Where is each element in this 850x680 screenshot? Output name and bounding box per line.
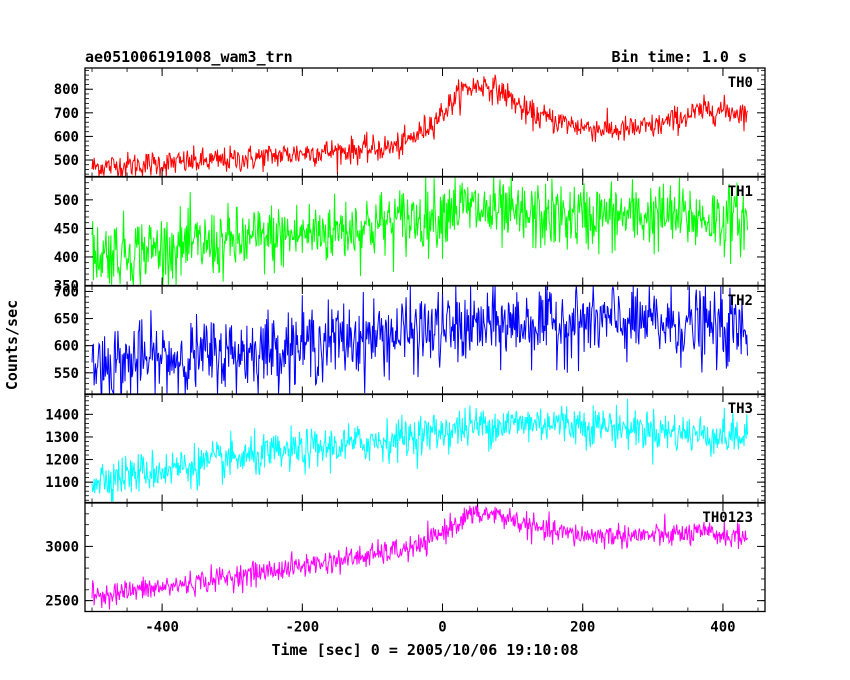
x-axis-title: Time [sec] 0 = 2005/10/06 19:10:08 — [271, 641, 578, 659]
y-tick-label-th2: 650 — [54, 312, 79, 328]
panel-label-th0123: TH0123 — [702, 510, 753, 526]
panel-label-th1: TH1 — [728, 184, 753, 200]
y-tick-label-th3: 1200 — [45, 453, 79, 469]
x-tick-label: 0 — [438, 620, 446, 636]
y-tick-label-th0123: 2500 — [45, 594, 79, 610]
series-line-th0 — [91, 74, 748, 177]
series-line-th1 — [91, 176, 748, 286]
chart-title: ae051006191008_wam3_trn — [85, 48, 293, 66]
y-tick-label-th0: 600 — [54, 129, 79, 145]
panel-frame-th3 — [84, 393, 766, 504]
panel-label-th0: TH0 — [728, 75, 753, 91]
series-line-th3 — [91, 398, 748, 503]
panel-label-th3: TH3 — [728, 401, 753, 417]
panel-label-th2: TH2 — [728, 293, 753, 309]
x-tick-label: -400 — [145, 620, 179, 636]
y-tick-label-th3: 1100 — [45, 475, 79, 491]
series-line-th2 — [91, 285, 748, 395]
panel-frame-th0123 — [84, 502, 766, 613]
y-tick-label-th2: 550 — [54, 366, 79, 382]
y-tick-label-th0: 800 — [54, 82, 79, 98]
y-tick-label-th1: 450 — [54, 221, 79, 237]
y-tick-label-th0: 700 — [54, 106, 79, 122]
x-tick-label: 200 — [570, 620, 595, 636]
bin-time-label: Bin time: 1.0 s — [612, 48, 747, 66]
x-tick-label: 400 — [710, 620, 735, 636]
x-tick-label: -200 — [285, 620, 319, 636]
y-tick-label-th1: 500 — [54, 193, 79, 209]
y-tick-label-th1: 350 — [54, 279, 79, 295]
y-tick-label-th1: 400 — [54, 250, 79, 266]
y-tick-label-th2: 700 — [54, 284, 79, 300]
panels-group: 500 600 700 800 TH0 350 400 450 500 TH1 550 600 650 7… — [45, 67, 766, 636]
y-tick-label-th3: 1300 — [45, 430, 79, 446]
y-tick-label-th2: 600 — [54, 339, 79, 355]
series-line-th0123 — [91, 502, 748, 610]
y-tick-label-th0123: 3000 — [45, 539, 79, 555]
y-tick-label-th0: 500 — [54, 153, 79, 169]
y-axis-title: Counts/sec — [3, 300, 21, 390]
y-tick-label-th3: 1400 — [45, 407, 79, 423]
